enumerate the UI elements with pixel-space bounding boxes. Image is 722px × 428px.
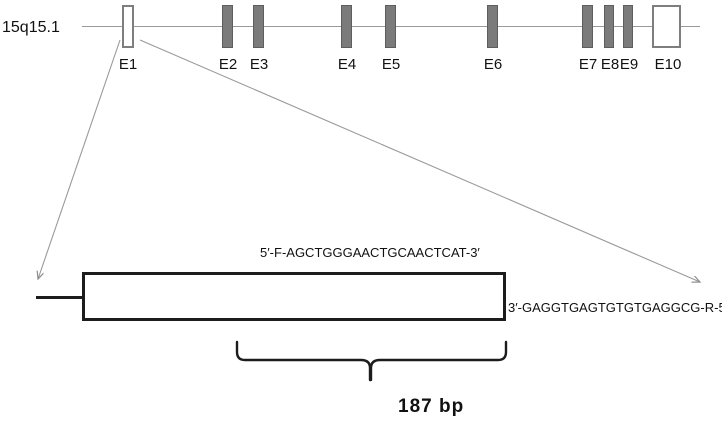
locus-label: 15q15.1 [2,19,60,36]
exon-box-e5 [385,5,396,48]
exon-box-e3 [253,5,264,48]
exon-label-e6: E6 [483,56,503,73]
exon-label-e10: E10 [654,56,682,73]
exon-box-e9 [623,5,633,48]
exon-box-e7 [582,5,593,48]
flanking-sequence-line [36,296,84,299]
exon-label-e3: E3 [249,56,269,73]
amplicon-box [82,272,506,321]
exon-box-e1 [122,5,134,48]
reverse-primer-sequence: 3′-GAGGTGAGTGTGTGAGGCG-R-5′ [508,300,722,315]
exon-layer: E1 E2 E3 E4 E5 E6 E7 E8 E9 E10 [0,0,722,80]
exon-box-e6 [487,5,498,48]
exon-label-e1: E1 [118,56,138,73]
exon-label-e2: E2 [218,56,238,73]
exon-label-e4: E4 [337,56,357,73]
amplicon-size-label: 187 bp [398,396,465,417]
exon-box-e10 [652,5,681,48]
exon-box-e8 [604,5,614,48]
forward-primer-sequence: 5′-F-AGCTGGGAACTGCAACTCAT-3′ [260,245,480,260]
exon-label-e5: E5 [381,56,401,73]
exon-box-e4 [341,5,352,48]
exon-label-e9: E9 [619,56,639,73]
amplicon-span-brace [235,340,508,382]
exon-box-e2 [222,5,233,48]
